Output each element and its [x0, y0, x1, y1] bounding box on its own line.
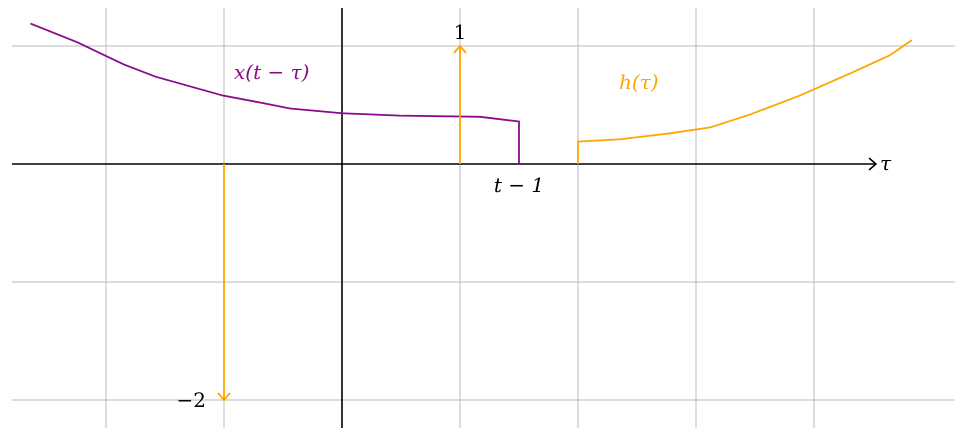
h-curve [577, 39, 913, 164]
x-curve [30, 22, 520, 164]
tau-axis-arrow-icon [868, 157, 878, 171]
impulses [217, 44, 467, 402]
edge-label: t − 1 [494, 173, 544, 197]
x-curve-label: x(t − τ) [234, 60, 309, 84]
arrow-down-icon [217, 392, 231, 402]
impulse-down-label: −2 [177, 388, 206, 412]
grid [12, 8, 955, 428]
tau-axis-label: τ [880, 151, 892, 175]
h-curve-label: h(τ) [619, 70, 659, 94]
impulse-up-label: 1 [454, 20, 467, 44]
arrow-up-icon [453, 44, 467, 54]
